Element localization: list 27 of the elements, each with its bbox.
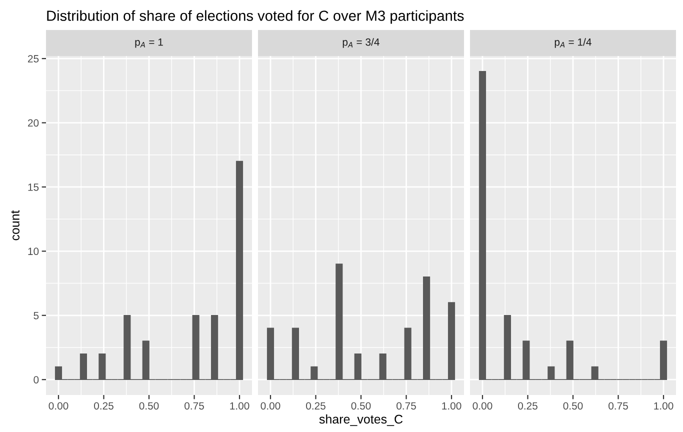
x-tick-label: 0.00 (472, 402, 492, 410)
y-tick-label: 5 (34, 312, 39, 320)
y-tick-label: 10 (28, 248, 39, 256)
x-tick-label: 0.50 (351, 402, 371, 410)
text: Distribution of share of elections voted for C over M3 participants (47, 10, 464, 24)
x-tick-label: 0.25 (306, 402, 326, 410)
x-tick-label: 0.75 (608, 402, 628, 410)
y-tick-label: 15 (28, 184, 39, 191)
x-tick-label: 0.00 (48, 402, 68, 410)
x-tick-label: 0.75 (396, 402, 416, 410)
x-tick-label: 1.00 (654, 402, 674, 410)
x-tick-label: 0.25 (518, 402, 538, 410)
x-tick-label: 0.50 (563, 402, 583, 410)
y-tick-label: 25 (28, 55, 39, 62)
y-axis-title: count (11, 210, 20, 240)
x-tick-label: 0.00 (260, 402, 280, 410)
y-tick-label: 20 (28, 119, 39, 127)
y-tick-label: 0 (34, 376, 39, 384)
x-axis-title: share_votes_C (319, 414, 403, 426)
x-tick-label: 0.50 (139, 402, 159, 410)
x-tick-label: 1.00 (442, 402, 462, 410)
chart-title: p$_{A}$ = 3/4 (342, 38, 380, 48)
x-tick-label: 0.25 (94, 402, 114, 410)
chart-title: p$_{A}$ = 1/4 (554, 38, 592, 48)
chart-title: p$_{A}$ = 1 (135, 38, 163, 48)
x-tick-label: 1.00 (230, 402, 250, 410)
x-tick-label: 0.75 (184, 402, 204, 410)
